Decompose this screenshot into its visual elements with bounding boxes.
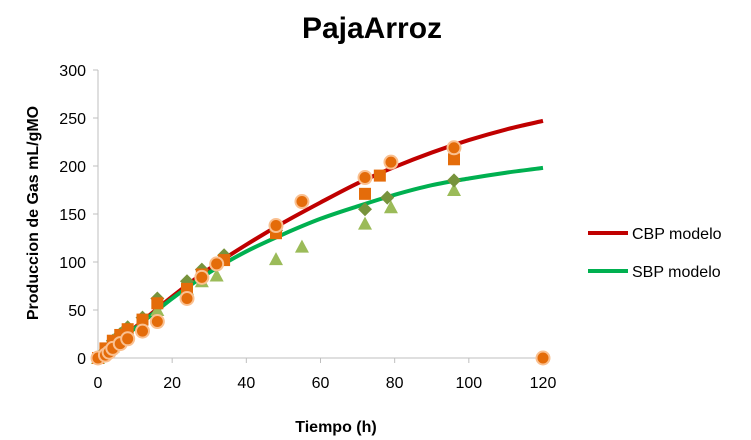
marker-circle-7 [149, 314, 165, 330]
y-tick-label: 50 [68, 303, 86, 320]
marker-diamond-12 [380, 190, 395, 205]
y-tick-label: 100 [59, 255, 86, 272]
marker-triangle-6 [150, 303, 165, 316]
model-lines [96, 118, 544, 360]
x-tick-label: 60 [312, 375, 330, 392]
marker-triangle-14 [447, 183, 461, 196]
marker-triangle-13 [383, 200, 398, 214]
marker-circle-11 [268, 218, 284, 234]
marker-circle-12 [294, 194, 310, 210]
x-tick-label: 40 [237, 375, 255, 392]
marker-circle-14 [383, 154, 399, 170]
axes: 0 50 100 150 200 250 300 0 20 40 60 80 100 120 [59, 63, 556, 392]
y-tick-label: 300 [59, 63, 86, 80]
marker-circle-8 [179, 290, 195, 306]
marker-diamond-11 [358, 202, 372, 217]
legend-label-1: SBP modelo [632, 264, 721, 281]
legend-label-0: CBP modelo [632, 226, 722, 243]
y-tick-label: 250 [59, 111, 86, 128]
legend: CBP modelo SBP modelo [588, 226, 722, 281]
marker-circle-5 [120, 331, 136, 347]
x-tick-label: 120 [530, 375, 557, 392]
y-tick-label: 200 [59, 159, 86, 176]
x-tick-label: 80 [386, 375, 404, 392]
data-markers [90, 140, 551, 366]
marker-circle-16 [535, 350, 551, 366]
marker-square-4 [121, 323, 134, 336]
marker-circle-15 [446, 140, 462, 156]
y-axis-title: Produccion de Gas mL/gMO [25, 106, 42, 320]
marker-circle-10 [209, 256, 225, 272]
chart-title: PajaArroz [302, 12, 442, 45]
marker-circle-6 [135, 323, 150, 339]
marker-diamond-13 [447, 173, 461, 188]
x-tick-label: 20 [163, 375, 181, 392]
x-axis-title: Tiempo (h) [295, 419, 376, 436]
marker-circle-9 [194, 269, 210, 285]
marker-square-12 [373, 169, 386, 182]
marker-triangle-11 [294, 239, 309, 253]
y-tick-label: 0 [77, 351, 86, 368]
y-tick-label: 150 [59, 207, 86, 224]
series-line-1 [96, 165, 544, 360]
marker-triangle-10 [269, 252, 283, 266]
marker-circle-13 [357, 170, 373, 186]
marker-triangle-12 [358, 216, 372, 230]
marker-square-6 [151, 297, 164, 310]
marker-square-11 [359, 187, 371, 200]
x-tick-label: 100 [455, 375, 482, 392]
x-tick-label: 0 [94, 375, 103, 392]
marker-triangle-9 [209, 268, 224, 282]
marker-square-5 [136, 313, 149, 326]
marker-square-13 [448, 153, 460, 166]
